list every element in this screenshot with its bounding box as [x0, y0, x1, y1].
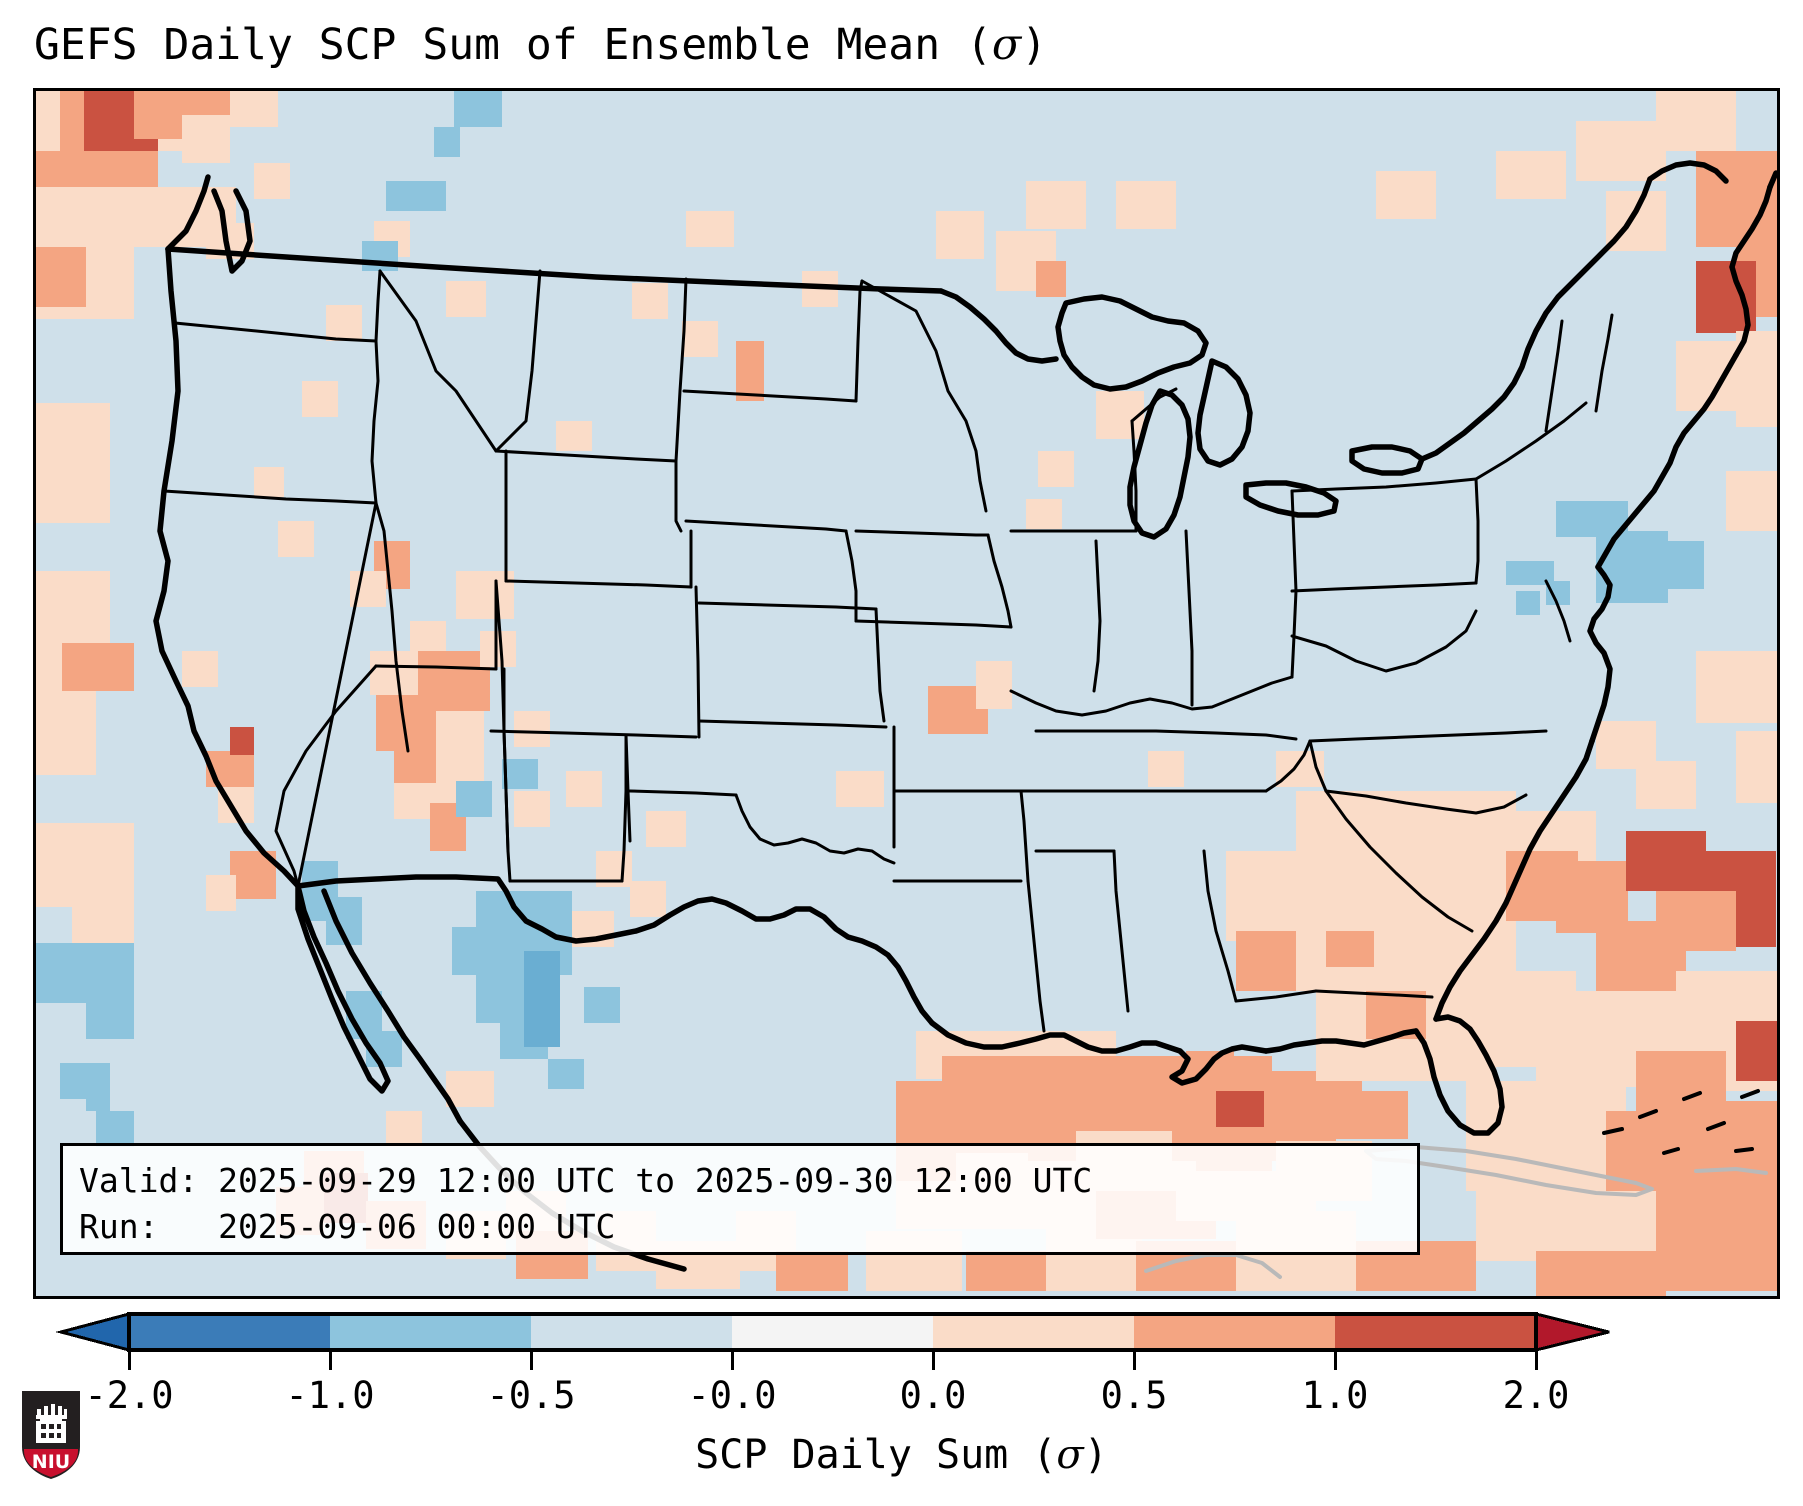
- tick-label-7: 2.0: [1502, 1374, 1570, 1417]
- colorbar-band-0: [129, 1314, 330, 1350]
- tick-mark-4: [932, 1352, 935, 1370]
- colorbar-axis-label: SCP Daily Sum (σ): [0, 1432, 1803, 1478]
- tick-label-0: -2.0: [84, 1374, 174, 1417]
- tick-mark-6: [1334, 1352, 1337, 1370]
- colorbar-label-before: SCP Daily Sum (: [695, 1432, 1057, 1478]
- tick-label-2: -0.5: [486, 1374, 576, 1417]
- heatmap-cells: [36, 91, 1777, 1296]
- colorbar-band-5: [1134, 1314, 1335, 1350]
- colorbar[interactable]: [33, 1310, 1780, 1356]
- colorbar-ticks: -2.0 -1.0 -0.5 -0.0 0.0 0.5 1.0 2.0: [33, 1352, 1780, 1417]
- tick-mark-7: [1535, 1352, 1538, 1370]
- colorbar-under-arrow: [55, 1312, 131, 1352]
- tick-mark-2: [530, 1352, 533, 1370]
- tick-label-6: 1.0: [1301, 1374, 1369, 1417]
- colorbar-band-2: [531, 1314, 732, 1350]
- title-text-after: ): [1021, 20, 1048, 70]
- sigma-symbol: σ: [991, 20, 1022, 70]
- tick-mark-0: [128, 1352, 131, 1370]
- info-valid-line: Valid: 2025-09-29 12:00 UTC to 2025-09-3…: [79, 1161, 1093, 1200]
- tick-mark-3: [731, 1352, 734, 1370]
- colorbar-band-1: [330, 1314, 531, 1350]
- map-panel[interactable]: [33, 88, 1780, 1299]
- colorbar-band-6: [1335, 1314, 1536, 1350]
- sigma-symbol-colorbar: σ: [1056, 1432, 1084, 1478]
- colorbar-label-after: ): [1083, 1432, 1108, 1478]
- niu-logo: NIU: [22, 1391, 80, 1479]
- colorbar-band-3: [732, 1314, 933, 1350]
- info-box: Valid: 2025-09-29 12:00 UTC to 2025-09-3…: [60, 1143, 1420, 1255]
- niu-logo-text: NIU: [32, 1451, 70, 1473]
- tick-label-1: -1.0: [285, 1374, 375, 1417]
- colorbar-gradient: [55, 1312, 1610, 1352]
- colorbar-band-4: [933, 1314, 1134, 1350]
- colorbar-over-arrow: [1534, 1312, 1610, 1352]
- colorbar-outline: [127, 1312, 1538, 1352]
- tick-label-5: 0.5: [1100, 1374, 1168, 1417]
- tick-mark-1: [329, 1352, 332, 1370]
- map-raster: [36, 91, 1777, 1296]
- tick-label-4: 0.0: [899, 1374, 967, 1417]
- info-run-line: Run: 2025-09-06 00:00 UTC: [79, 1207, 616, 1246]
- tick-label-3: -0.0: [687, 1374, 777, 1417]
- title-text-before: GEFS Daily SCP Sum of Ensemble Mean (: [34, 20, 992, 70]
- tick-mark-5: [1133, 1352, 1136, 1370]
- page-title: GEFS Daily SCP Sum of Ensemble Mean (σ): [34, 20, 1047, 70]
